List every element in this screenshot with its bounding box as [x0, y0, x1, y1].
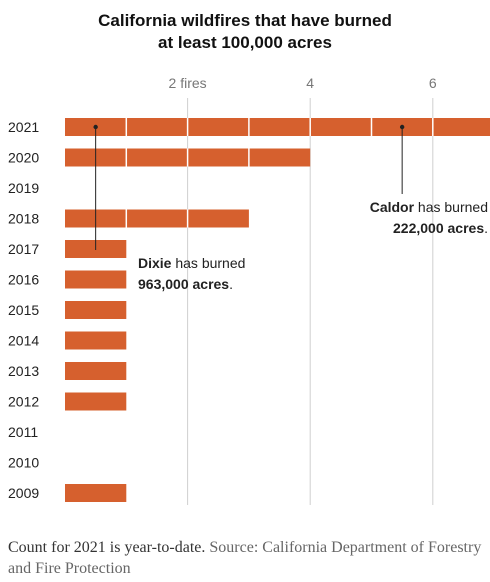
bar-2014 — [65, 331, 127, 350]
x-tick-label-4: 4 — [306, 75, 314, 91]
year-label-2010: 2010 — [8, 455, 39, 471]
x-tick-label-6: 6 — [429, 75, 437, 91]
year-label-2009: 2009 — [8, 485, 39, 501]
bar-2015 — [65, 301, 127, 319]
year-label-2018: 2018 — [8, 211, 39, 227]
bar-2009 — [65, 484, 127, 502]
annotation-line-1-dixie: Dixie has burned — [138, 255, 245, 271]
bar-2021 — [65, 118, 490, 136]
year-label-2011: 2011 — [8, 424, 38, 440]
bar-chart: 2 fires 4 6 2021 2020 2019 2018 2017 2016 2015 201… — [8, 75, 490, 505]
x-tick-label-2: 2 fires — [169, 75, 207, 91]
annotation-line-2-caldor: 222,000 acres. — [393, 220, 488, 236]
year-label-2013: 2013 — [8, 363, 39, 379]
year-label-2020: 2020 — [8, 150, 39, 166]
year-label-2017: 2017 — [8, 241, 39, 257]
year-label-2014: 2014 — [8, 333, 39, 349]
chart-title-line-2: at least 100,000 acres — [158, 33, 332, 52]
chart-footer: Count for 2021 is year-to-date. Source: … — [8, 537, 483, 579]
year-label-2015: 2015 — [8, 302, 39, 318]
footer-source: Source: California Department of Forestr… — [8, 539, 482, 577]
annotation-line-2-dixie: 963,000 acres. — [138, 276, 233, 292]
footer-note: Count for 2021 is year-to-date. — [8, 539, 206, 556]
chart-title: California wildfires that have burned at… — [0, 10, 490, 54]
year-label-2021: 2021 — [8, 119, 39, 135]
year-label-2019: 2019 — [8, 180, 39, 196]
bar-2016 — [65, 270, 127, 289]
chart-title-line-1: California wildfires that have burned — [98, 11, 392, 30]
bar-2018 — [65, 209, 249, 228]
annotation-line-1-caldor: Caldor has burned — [370, 199, 488, 215]
bar-2013 — [65, 362, 127, 380]
year-label-2012: 2012 — [8, 394, 39, 410]
bar-2012 — [65, 392, 127, 411]
year-label-2016: 2016 — [8, 272, 39, 288]
